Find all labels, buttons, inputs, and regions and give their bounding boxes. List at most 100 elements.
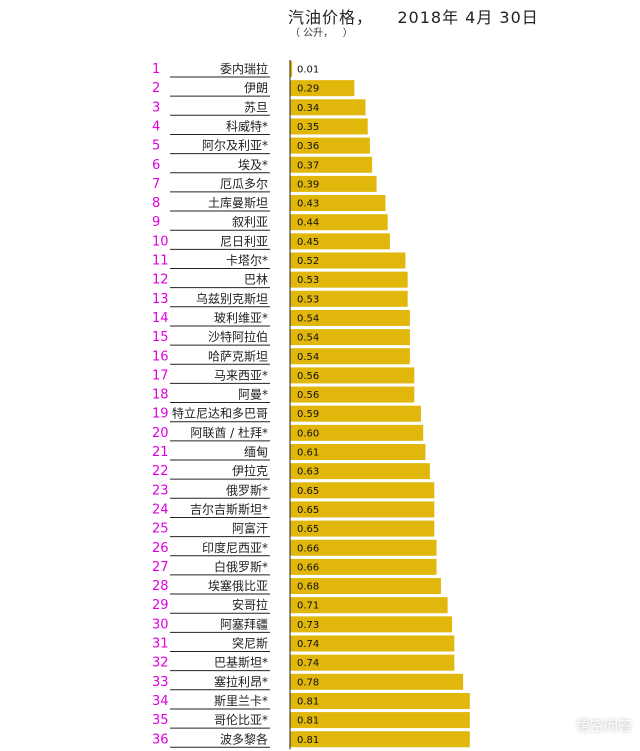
country-label: 阿尔及利亚* bbox=[202, 138, 268, 153]
bar bbox=[290, 175, 377, 192]
bar-value-label: 0.35 bbox=[297, 122, 319, 133]
country-label: 伊朗 bbox=[244, 81, 268, 95]
country-label: 阿富汗 bbox=[232, 521, 268, 536]
country-label: 埃及* bbox=[238, 158, 268, 172]
rank-number: 14 bbox=[152, 311, 169, 326]
bar bbox=[290, 233, 390, 250]
country-label: 白俄罗斯* bbox=[214, 559, 268, 574]
country-label: 吉尔吉斯斯坦* bbox=[190, 501, 268, 516]
rank-number: 7 bbox=[152, 177, 160, 192]
bar bbox=[290, 156, 373, 173]
bar bbox=[290, 99, 366, 116]
bar bbox=[290, 309, 410, 326]
rank-number: 16 bbox=[152, 349, 169, 364]
bar bbox=[290, 444, 426, 460]
bar-value-label: 0.73 bbox=[297, 620, 319, 631]
bar bbox=[290, 214, 388, 231]
bar bbox=[290, 731, 470, 748]
country-label: 阿塞拜疆 bbox=[220, 616, 268, 631]
bar-value-label: 0.81 bbox=[297, 696, 319, 707]
bar-value-label: 0.52 bbox=[297, 256, 319, 267]
watermark-text: 悟空问答 bbox=[576, 719, 632, 735]
bar-value-label: 0.45 bbox=[297, 237, 319, 248]
bar-value-label: 0.01 bbox=[297, 65, 319, 76]
bar bbox=[290, 673, 464, 690]
country-label: 塞拉利昂* bbox=[214, 674, 268, 689]
bar-value-label: 0.53 bbox=[297, 294, 319, 305]
country-label: 乌兹别克斯坦 bbox=[196, 291, 268, 306]
bar bbox=[290, 118, 368, 135]
rank-number: 15 bbox=[152, 330, 169, 345]
bar bbox=[290, 616, 453, 633]
bar bbox=[290, 712, 470, 729]
bar-value-label: 0.39 bbox=[297, 179, 319, 190]
country-label: 阿联酋 / 杜拜* bbox=[190, 425, 268, 440]
bar bbox=[290, 578, 441, 595]
bar bbox=[290, 424, 424, 441]
bar bbox=[290, 348, 410, 365]
bar-value-label: 0.43 bbox=[297, 199, 319, 210]
country-label: 俄罗斯* bbox=[226, 483, 268, 497]
bar bbox=[290, 61, 293, 77]
rank-number: 33 bbox=[152, 675, 169, 690]
bar-value-label: 0.34 bbox=[297, 103, 319, 114]
rank-number: 29 bbox=[152, 598, 169, 613]
bar bbox=[290, 558, 437, 575]
bar-value-label: 0.65 bbox=[297, 505, 319, 516]
bar bbox=[290, 692, 470, 709]
bar bbox=[290, 290, 408, 307]
bar-value-label: 0.81 bbox=[297, 735, 319, 746]
bar bbox=[290, 137, 370, 154]
country-label: 厄瓜多尔 bbox=[220, 176, 268, 191]
chart-title: 汽油价格， 2018年 4月 30日 bbox=[288, 8, 539, 27]
bar bbox=[290, 252, 406, 269]
country-label: 埃塞俄比亚 bbox=[208, 578, 268, 593]
country-label: 巴基斯坦* bbox=[214, 656, 268, 670]
bar-value-label: 0.65 bbox=[297, 486, 319, 497]
bar-value-label: 0.66 bbox=[297, 562, 319, 573]
bar bbox=[290, 463, 430, 480]
bar-value-label: 0.54 bbox=[297, 313, 319, 324]
bar-value-label: 0.37 bbox=[297, 160, 319, 171]
bar-value-label: 0.29 bbox=[297, 84, 319, 95]
bar bbox=[290, 654, 455, 671]
bar-value-label: 0.59 bbox=[297, 409, 319, 420]
bar bbox=[290, 501, 435, 518]
bar bbox=[290, 482, 435, 499]
bar-value-label: 0.66 bbox=[297, 543, 319, 554]
bar bbox=[290, 405, 421, 422]
rank-number: 25 bbox=[152, 522, 169, 537]
country-label: 巴林 bbox=[244, 273, 268, 287]
rank-number: 18 bbox=[152, 388, 169, 403]
bar-value-label: 0.44 bbox=[297, 218, 319, 229]
country-label: 叙利亚 bbox=[232, 215, 268, 229]
bar-value-label: 0.54 bbox=[297, 352, 319, 363]
rank-number: 22 bbox=[152, 464, 169, 479]
bar-value-label: 0.71 bbox=[297, 601, 319, 612]
chart-subtitle: （ 公升， ） bbox=[290, 28, 353, 39]
rank-number: 17 bbox=[152, 368, 169, 383]
bar-value-label: 0.36 bbox=[297, 141, 319, 152]
bar bbox=[290, 520, 435, 537]
bar-value-label: 0.61 bbox=[297, 448, 319, 459]
bar-value-label: 0.60 bbox=[297, 428, 319, 439]
bar-value-label: 0.74 bbox=[297, 658, 319, 669]
bar bbox=[290, 329, 410, 346]
country-label: 土库曼斯坦 bbox=[208, 195, 268, 210]
rank-number: 23 bbox=[152, 483, 169, 498]
bar bbox=[290, 386, 415, 403]
bar-value-label: 0.56 bbox=[297, 371, 319, 382]
bar bbox=[290, 539, 437, 556]
rank-number: 28 bbox=[152, 579, 169, 594]
rank-number: 13 bbox=[152, 292, 169, 307]
rank-number: 10 bbox=[152, 234, 169, 249]
country-label: 特立尼达和多巴哥 bbox=[172, 406, 268, 421]
bar-value-label: 0.56 bbox=[297, 390, 319, 401]
bar-value-label: 0.63 bbox=[297, 467, 319, 478]
rank-number: 8 bbox=[152, 196, 160, 211]
rank-number: 6 bbox=[152, 158, 160, 173]
bar bbox=[290, 80, 355, 97]
bar-value-label: 0.74 bbox=[297, 639, 319, 650]
bar bbox=[290, 635, 455, 652]
